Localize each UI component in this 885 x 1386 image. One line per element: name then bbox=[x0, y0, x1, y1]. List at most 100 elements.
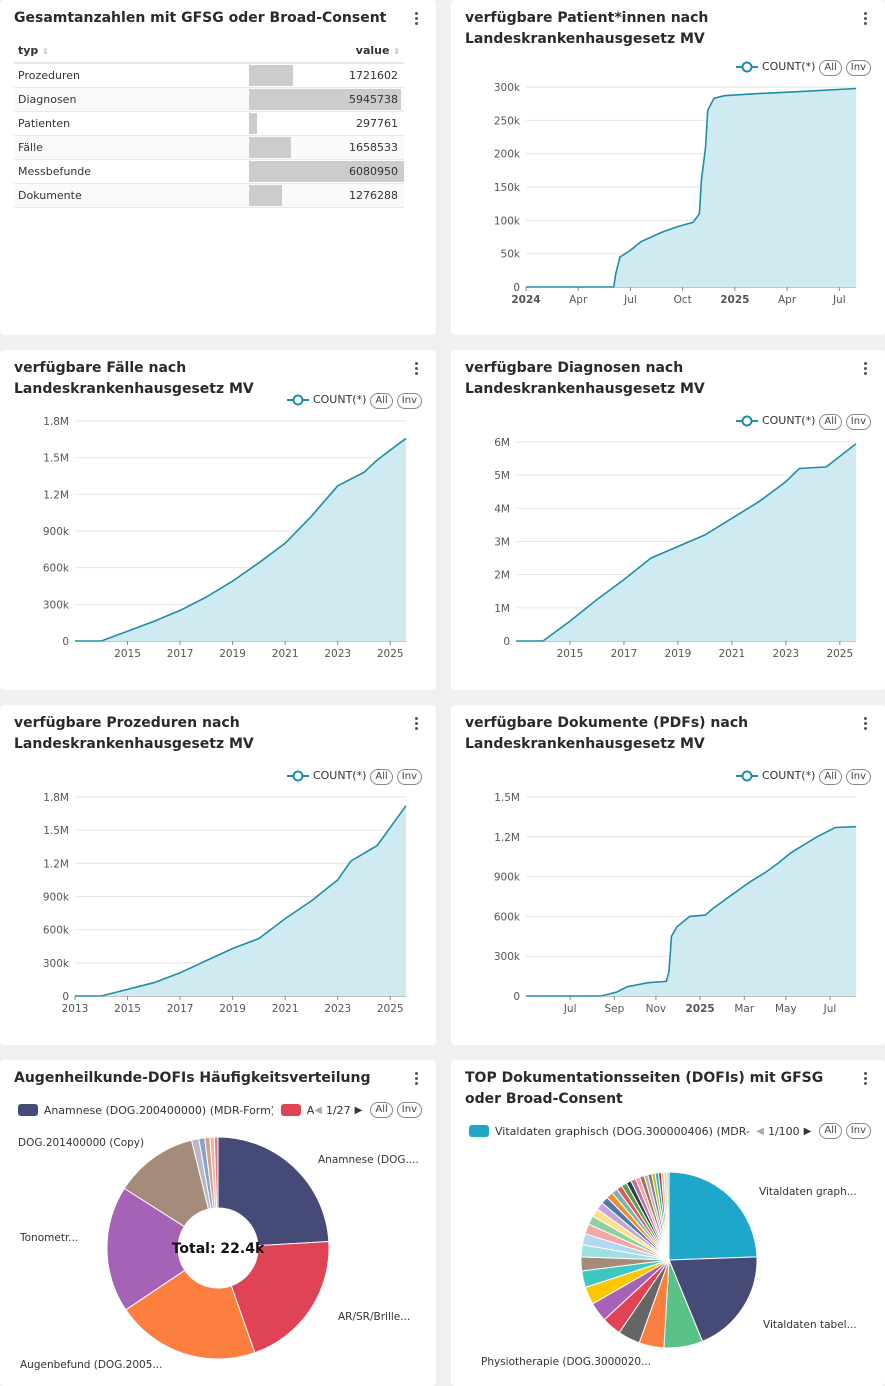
slice-label: Anamnese (DOG.... bbox=[318, 1154, 419, 1166]
legend-series-label[interactable]: COUNT(*) bbox=[761, 769, 816, 782]
chart-legend: COUNT(*) All Inv bbox=[736, 769, 871, 785]
table-row: Fälle 1658533 bbox=[14, 135, 404, 160]
value-bar bbox=[249, 137, 292, 158]
more-menu-icon[interactable] bbox=[410, 360, 422, 378]
x-tick-label: 2015 bbox=[557, 648, 584, 660]
x-tick-label: 2017 bbox=[167, 648, 194, 660]
pie-slice[interactable] bbox=[213, 1136, 219, 1209]
y-tick-label: 300k bbox=[494, 951, 521, 963]
legend-inv-button[interactable]: Inv bbox=[845, 60, 871, 76]
more-menu-icon[interactable] bbox=[859, 360, 871, 378]
table-row: Messbefunde 6080950 bbox=[14, 159, 404, 184]
legend-series-label[interactable]: COUNT(*) bbox=[761, 60, 816, 73]
x-tick-label: 2025 bbox=[685, 1003, 714, 1015]
y-tick-label: 1.8M bbox=[43, 792, 69, 804]
x-tick-label: Mar bbox=[734, 1003, 754, 1015]
area-chart-svg: 0 300k 600k 900k 1.2M 1.5M Jul Sep Nov 2025 Mar May… bbox=[494, 792, 857, 1015]
x-tick-label: 2015 bbox=[114, 648, 141, 660]
chart-card-augen: Augenheilkunde-DOFIs Häufigkeitsverteilu… bbox=[0, 1060, 436, 1386]
legend-next-icon[interactable]: ▶ bbox=[354, 1104, 363, 1116]
legend-swatch bbox=[469, 1125, 489, 1137]
y-tick-label: 900k bbox=[494, 872, 521, 884]
legend-page-indicator: 1/100 bbox=[767, 1124, 800, 1138]
slice-label: DOG.201400000 (Copy) bbox=[18, 1137, 144, 1149]
y-tick-label: 250k bbox=[494, 115, 521, 127]
legend-series-label[interactable]: COUNT(*) bbox=[312, 393, 367, 406]
slice-label: Vitaldaten tabel... bbox=[763, 1319, 857, 1331]
more-menu-icon[interactable] bbox=[859, 10, 871, 28]
more-menu-icon[interactable] bbox=[859, 1070, 871, 1088]
x-tick-label: Oct bbox=[674, 294, 692, 306]
legend-inv-button[interactable]: Inv bbox=[396, 393, 422, 409]
cell-typ: Dokumente bbox=[14, 183, 249, 208]
legend-all-button[interactable]: All bbox=[819, 414, 842, 430]
pie-slice[interactable] bbox=[668, 1171, 758, 1261]
legend-prev-icon[interactable]: ◀ bbox=[314, 1104, 322, 1116]
value-bar bbox=[249, 65, 293, 86]
pie-slice[interactable] bbox=[668, 1256, 758, 1343]
legend-inv-button[interactable]: Inv bbox=[845, 1123, 871, 1139]
legend-prev-icon[interactable]: ◀ bbox=[756, 1125, 764, 1137]
area-chart-svg: 0 1M 2M 3M 4M 5M 6M 2015 2017 2019 2021 2023 2025 bbox=[494, 437, 857, 660]
more-menu-icon[interactable] bbox=[410, 715, 422, 733]
series-area bbox=[526, 826, 856, 996]
cell-value: 6080950 bbox=[249, 159, 404, 184]
legend-item-label[interactable]: Anamnese (DOG.200400000) (MDR-Form) bbox=[43, 1103, 273, 1117]
chart-legend: COUNT(*) All Inv bbox=[287, 393, 422, 409]
legend-series-label[interactable]: COUNT(*) bbox=[312, 769, 367, 782]
x-tick-label: 2019 bbox=[219, 1003, 246, 1015]
cell-value: 1276288 bbox=[249, 183, 404, 208]
column-header-typ[interactable]: typ ⇕ bbox=[14, 40, 249, 64]
legend-all-button[interactable]: All bbox=[370, 769, 393, 785]
more-menu-icon[interactable] bbox=[410, 10, 422, 28]
pie-legend: Anamnese (DOG.200400000) (MDR-Form) A ◀ 1/2… bbox=[18, 1102, 422, 1118]
y-tick-label: 0 bbox=[503, 636, 510, 648]
legend-item-label[interactable]: Vitaldaten graphisch (DOG.300000406) (MD… bbox=[495, 1124, 750, 1138]
y-tick-label: 0 bbox=[62, 636, 69, 648]
legend-inv-button[interactable]: Inv bbox=[396, 769, 422, 785]
sort-icon[interactable]: ⇕ bbox=[393, 47, 400, 56]
legend-inv-button[interactable]: Inv bbox=[845, 769, 871, 785]
sort-icon[interactable]: ⇕ bbox=[42, 47, 49, 56]
pie-slice[interactable] bbox=[217, 1136, 330, 1247]
area-chart-svg: 0 50k 100k 150k 200k 250k 300k 2024 Apr Jul Oct 202… bbox=[494, 82, 857, 306]
pie-slice[interactable] bbox=[125, 1269, 256, 1360]
slice-label: Tonometr... bbox=[19, 1232, 78, 1244]
legend-item-label[interactable]: A bbox=[306, 1103, 315, 1117]
card-title: verfügbare Dokumente (PDFs) nach Landesk… bbox=[465, 715, 749, 752]
x-tick-label: Jul bbox=[563, 1003, 577, 1015]
cell-value: 5945738 bbox=[249, 87, 404, 112]
legend-series-label[interactable]: COUNT(*) bbox=[761, 414, 816, 427]
x-tick-label: Sep bbox=[604, 1003, 624, 1015]
x-tick-label: 2023 bbox=[324, 648, 351, 660]
pie-slice[interactable] bbox=[106, 1187, 186, 1311]
legend-next-icon[interactable]: ▶ bbox=[803, 1125, 812, 1137]
legend-all-button[interactable]: All bbox=[370, 393, 393, 409]
x-tick-label: 2025 bbox=[720, 294, 749, 306]
value-bar bbox=[249, 161, 404, 182]
y-tick-label: 5M bbox=[494, 470, 510, 482]
x-tick-label: 2021 bbox=[272, 1003, 299, 1015]
legend-inv-button[interactable]: Inv bbox=[396, 1102, 422, 1118]
legend-all-button[interactable]: All bbox=[819, 60, 842, 76]
x-tick-label: 2019 bbox=[219, 648, 246, 660]
pie-slice[interactable] bbox=[230, 1240, 330, 1354]
chart-card-prozeduren: verfügbare Prozeduren nach Landeskranken… bbox=[0, 705, 436, 1045]
legend-inv-button[interactable]: Inv bbox=[845, 414, 871, 430]
legend-all-button[interactable]: All bbox=[819, 769, 842, 785]
more-menu-icon[interactable] bbox=[410, 1070, 422, 1088]
x-tick-label: Nov bbox=[646, 1003, 667, 1015]
table-row: Dokumente 1276288 bbox=[14, 183, 404, 208]
series-area bbox=[75, 438, 406, 641]
area-chart-svg: 0 300k 600k 900k 1.2M 1.5M 1.8M 2015 2017 2019 202… bbox=[43, 416, 407, 660]
legend-all-button[interactable]: All bbox=[370, 1102, 393, 1118]
legend-line-circle-icon bbox=[287, 770, 310, 782]
pie-slice[interactable] bbox=[666, 1171, 670, 1261]
slice-label: AR/SR/Brille... bbox=[338, 1311, 410, 1323]
column-header-value[interactable]: value ⇕ bbox=[249, 40, 404, 64]
legend-all-button[interactable]: All bbox=[819, 1123, 842, 1139]
cell-typ: Patienten bbox=[14, 111, 249, 136]
value-text: 297761 bbox=[356, 117, 398, 130]
chart-card-dokumente: verfügbare Dokumente (PDFs) nach Landesk… bbox=[451, 705, 885, 1045]
more-menu-icon[interactable] bbox=[859, 715, 871, 733]
